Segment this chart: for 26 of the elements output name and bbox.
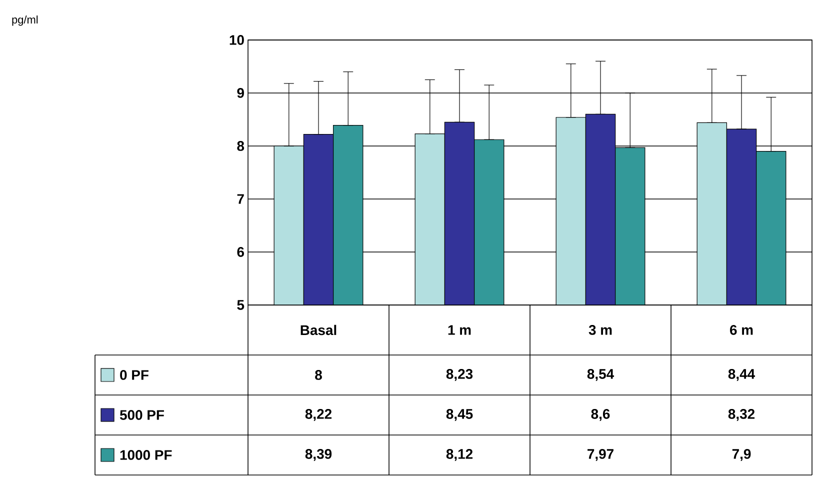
data-label: 7,9 (732, 449, 751, 461)
y-tick-label: 5 (237, 300, 244, 310)
x-tick-label: 6 m (730, 325, 753, 335)
data-label: 8 (315, 370, 322, 380)
data-label: 8,39 (305, 449, 332, 461)
y-tick-label: 7 (237, 194, 244, 204)
legend-label: 0 PF (120, 370, 148, 380)
legend-label: 500 PF (120, 410, 164, 420)
y-tick-label: 6 (237, 247, 244, 257)
x-tick-label: 3 m (588, 325, 612, 335)
data-label: 8,22 (305, 409, 332, 421)
data-label: 8,54 (587, 369, 614, 381)
data-label: 8,12 (446, 449, 473, 461)
text: pg/ml (12, 16, 38, 26)
data-label: 8,32 (728, 409, 755, 421)
data-label: 8,23 (446, 369, 473, 381)
data-label: 8,6 (591, 409, 610, 421)
x-tick-label: 1 m (448, 325, 471, 335)
data-label: 7,97 (588, 449, 614, 461)
y-tick-label: 9 (237, 88, 244, 98)
y-tick-label: 10 (230, 35, 244, 45)
y-tick-label: 8 (237, 141, 244, 151)
data-label: 8,45 (446, 409, 473, 421)
x-tick-label: Basal (300, 324, 336, 336)
legend-label: 1000 PF (120, 450, 172, 460)
data-label: 8,44 (728, 369, 756, 381)
